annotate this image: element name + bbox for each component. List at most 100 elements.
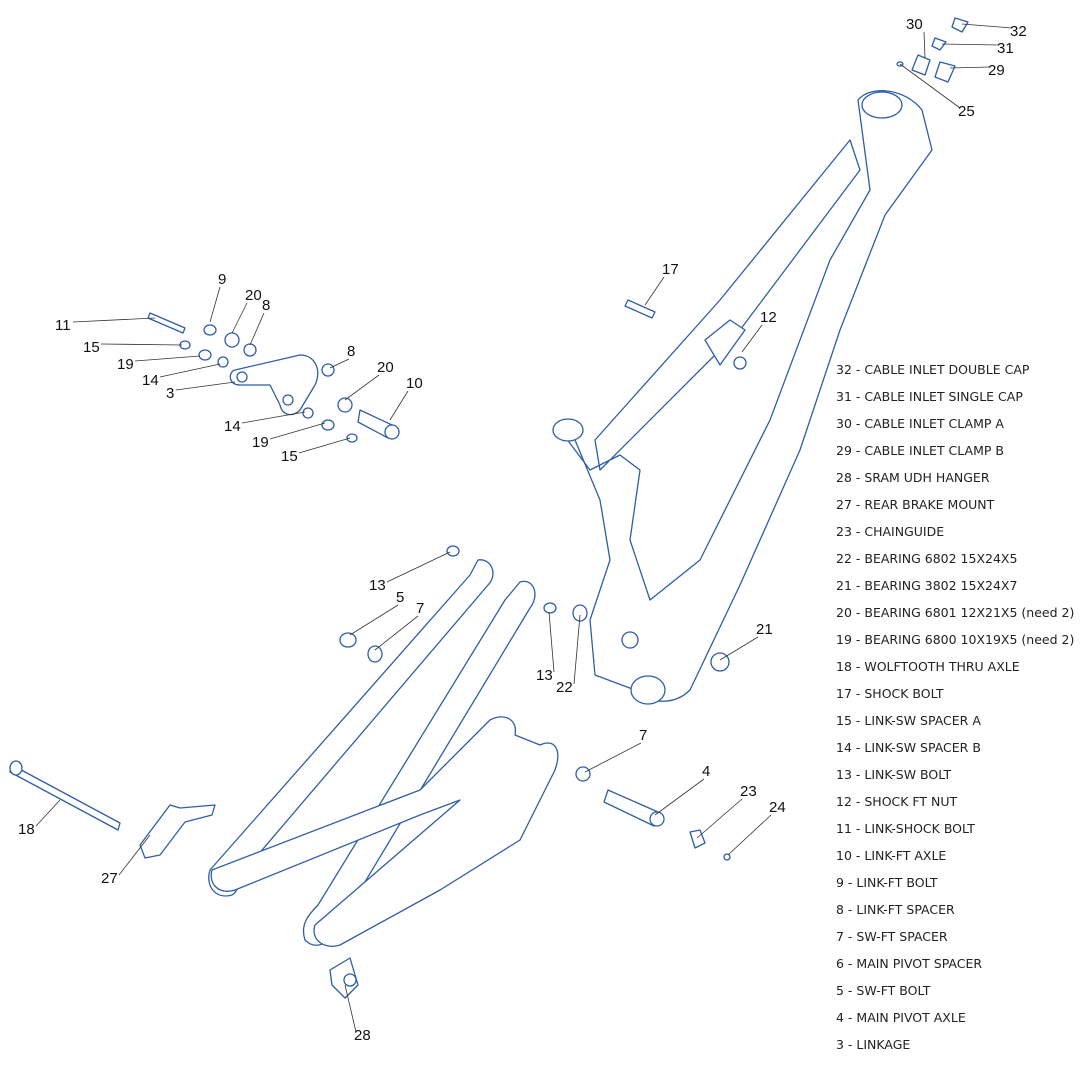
- leader-line: [548, 611, 555, 673]
- legend-item: 13 - LINK-SW BOLT: [836, 767, 952, 782]
- legend-item: 11 - LINK-SHOCK BOLT: [836, 821, 975, 836]
- leader-line: [389, 390, 409, 421]
- part-callout-31: 31: [997, 40, 1014, 57]
- legend-item: 7 - SW-FT SPACER: [836, 929, 948, 944]
- part-callout-21: 21: [756, 621, 773, 638]
- leader-line: [329, 358, 350, 369]
- leader-line: [241, 411, 306, 424]
- leader-line: [298, 437, 351, 454]
- part-callout-7: 7: [416, 600, 424, 617]
- legend-item: 28 - SRAM UDH HANGER: [836, 470, 990, 485]
- part-callout-17: 17: [662, 261, 679, 278]
- part-callout-3: 3: [166, 385, 174, 402]
- leader-line: [344, 374, 380, 401]
- legend-item: 21 - BEARING 3802 15X24X7: [836, 578, 1018, 593]
- legend-item: 22 - BEARING 6802 15X24X5: [836, 551, 1018, 566]
- legend-item: 9 - LINK-FT BOLT: [836, 875, 938, 890]
- legend-item: 18 - WOLFTOOTH THRU AXLE: [836, 659, 1020, 674]
- leader-line: [159, 363, 221, 378]
- part-callout-10: 10: [406, 375, 423, 392]
- legend-item: 3 - LINKAGE: [836, 1037, 911, 1052]
- leader-line: [35, 799, 61, 827]
- leader-line: [72, 317, 156, 323]
- leader-line: [209, 286, 221, 323]
- bb-shell: [630, 675, 666, 705]
- shock-mount: [704, 319, 746, 366]
- part-callout-20: 20: [377, 359, 394, 376]
- leader-line: [727, 814, 772, 856]
- legend-item: 23 - CHAINGUIDE: [836, 524, 945, 539]
- leader-line: [349, 604, 399, 636]
- leader-line: [696, 798, 743, 839]
- leader-line: [231, 302, 248, 334]
- leader-line: [644, 276, 665, 306]
- leader-line: [949, 66, 991, 69]
- part-callout-8: 8: [262, 297, 270, 314]
- legend-item: 30 - CABLE INLET CLAMP A: [836, 416, 1004, 431]
- part-callout-18: 18: [18, 821, 35, 838]
- legend-item: 31 - CABLE INLET SINGLE CAP: [836, 389, 1023, 404]
- part-callout-9: 9: [218, 271, 226, 288]
- legend-item: 10 - LINK-FT AXLE: [836, 848, 947, 863]
- part-callout-5: 5: [396, 589, 404, 606]
- legend-item: 20 - BEARING 6801 12X21X5 (need 2): [836, 605, 1075, 620]
- part-callout-28: 28: [354, 1027, 371, 1044]
- leader-line: [654, 778, 705, 816]
- leader-line: [386, 551, 451, 583]
- part-callout-19: 19: [117, 356, 134, 373]
- leader-line: [100, 343, 183, 346]
- part-callout-11: 11: [55, 317, 71, 334]
- leader-line: [269, 422, 326, 440]
- legend-item: 19 - BEARING 6800 10X19X5 (need 2): [836, 632, 1075, 647]
- part-callout-29: 29: [988, 62, 1005, 79]
- leader-line: [741, 324, 763, 353]
- linkage-hole: [282, 394, 294, 406]
- legend-item: 8 - LINK-FT SPACER: [836, 902, 955, 917]
- leader-line: [118, 834, 151, 876]
- swingarm: [210, 716, 559, 947]
- seat-tube-top: [552, 418, 584, 442]
- legend-item: 6 - MAIN PIVOT SPACER: [836, 956, 983, 971]
- part-callout-27: 27: [101, 870, 118, 887]
- legend-item: 17 - SHOCK BOLT: [836, 686, 944, 701]
- leader-line: [573, 614, 581, 685]
- part-callout-4: 4: [702, 763, 710, 780]
- part-callout-14: 14: [224, 418, 241, 435]
- part-callout-32: 32: [1010, 23, 1027, 40]
- front-triangle-frame: [559, 90, 933, 702]
- main-pivot-hole: [621, 631, 639, 649]
- linkage-hole: [236, 371, 248, 383]
- leader-line: [923, 31, 926, 59]
- leader-line: [175, 381, 236, 391]
- part-callout-12: 12: [760, 309, 777, 326]
- part-callout-14: 14: [142, 372, 159, 389]
- part-callout-8: 8: [347, 343, 355, 360]
- leader-line: [961, 23, 1013, 29]
- leader-line: [134, 355, 201, 362]
- part-callout-13: 13: [536, 667, 553, 684]
- leader-line: [719, 636, 759, 661]
- legend-item: 15 - LINK-SW SPACER A: [836, 713, 981, 728]
- leader-line: [374, 615, 419, 651]
- legend-item: 4 - MAIN PIVOT AXLE: [836, 1010, 966, 1025]
- legend-item: 5 - SW-FT BOLT: [836, 983, 931, 998]
- leader-line: [899, 63, 961, 109]
- legend-item: 29 - CABLE INLET CLAMP B: [836, 443, 1004, 458]
- leader-line: [941, 43, 1000, 46]
- hardware-parts: [9, 17, 969, 999]
- part-callout-24: 24: [769, 799, 786, 816]
- legend-item: 27 - REAR BRAKE MOUNT: [836, 497, 995, 512]
- part-callout-13: 13: [369, 577, 386, 594]
- part-callout-30: 30: [906, 16, 923, 33]
- part-callout-15: 15: [281, 448, 298, 465]
- part-callout-19: 19: [252, 434, 269, 451]
- part-callout-22: 22: [556, 679, 573, 696]
- part-callout-15: 15: [83, 339, 100, 356]
- legend-item: 12 - SHOCK FT NUT: [836, 794, 958, 809]
- parts-legend: 32 - CABLE INLET DOUBLE CAP 31 - CABLE IN…: [836, 361, 1074, 1063]
- head-tube-top: [861, 91, 903, 119]
- legend-item: 14 - LINK-SW SPACER B: [836, 740, 981, 755]
- part-callout-23: 23: [740, 783, 757, 800]
- part-callout-7: 7: [639, 727, 647, 744]
